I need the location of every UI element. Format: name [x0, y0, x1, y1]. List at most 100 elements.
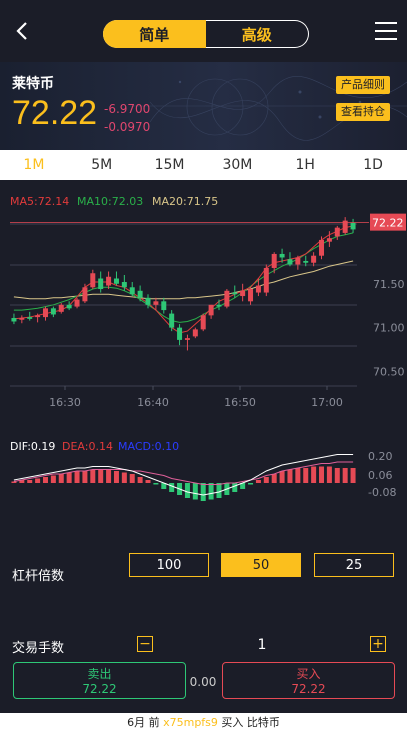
candle: [216, 299, 222, 311]
candle: [113, 271, 119, 286]
timeframe-tab-5m[interactable]: 5M: [91, 157, 113, 173]
macd-legend: MACD:0.10: [118, 440, 180, 453]
ma20-legend: MA20:71.75: [152, 195, 219, 208]
buy-button[interactable]: 买入 72.22: [222, 662, 395, 699]
candle-body: [248, 289, 254, 302]
macd-bar: [50, 475, 56, 483]
timeframe-tab-30m[interactable]: 30M: [222, 157, 253, 173]
candle-body: [255, 285, 261, 293]
timeframe-tabs: 1M 5M 15M 30M 1H 1D: [0, 150, 407, 180]
candle-body: [334, 227, 340, 237]
macd-bar: [184, 483, 190, 498]
candle: [208, 304, 214, 319]
macd-bar: [255, 480, 261, 483]
price-change-percent: -0.0970: [104, 120, 151, 134]
macd-bar: [169, 483, 175, 492]
timeframe-tab-1h[interactable]: 1H: [295, 157, 315, 173]
x-tick-label: 17:00: [311, 396, 343, 409]
macd-bar: [27, 480, 33, 483]
candle: [35, 313, 41, 323]
macd-bar: [271, 474, 277, 483]
candle-body: [240, 290, 246, 297]
macd-bar: [216, 483, 222, 498]
candle: [232, 285, 238, 298]
candle: [177, 324, 183, 346]
leverage-option-25[interactable]: 25: [314, 553, 394, 577]
macd-bar: [208, 483, 214, 500]
view-positions-button[interactable]: 查看持仓: [336, 103, 390, 121]
lots-plus-button[interactable]: +: [370, 636, 386, 652]
product-details-button[interactable]: 产品细则: [336, 76, 390, 94]
candle: [74, 297, 80, 309]
candle: [240, 283, 246, 302]
candle: [263, 264, 269, 297]
candle-body: [11, 317, 17, 322]
candle: [50, 306, 56, 318]
candle-body: [232, 292, 238, 295]
candle: [58, 303, 64, 314]
tab-simple[interactable]: 简单: [103, 20, 206, 48]
candle-body: [311, 255, 317, 263]
macd-bar: [161, 483, 167, 489]
macd-bar: [342, 468, 348, 483]
macd-bar: [129, 474, 135, 483]
ticker-prefix: 6月 前: [127, 716, 164, 729]
back-arrow-icon[interactable]: [10, 18, 36, 44]
tab-advanced[interactable]: 高级: [205, 21, 308, 47]
macd-bar: [240, 483, 246, 489]
candle-body: [82, 287, 88, 302]
current-price: 72.22: [12, 94, 98, 132]
candle: [106, 271, 112, 290]
leverage-option-50[interactable]: 50: [221, 553, 301, 577]
product-name: 莱特币: [12, 76, 54, 92]
candle-body: [121, 282, 127, 288]
candle: [326, 231, 332, 247]
macd-bar: [350, 468, 356, 483]
timeframe-tab-1d[interactable]: 1D: [363, 157, 383, 173]
candle: [42, 306, 48, 321]
candle-body: [27, 317, 33, 319]
macd-bar: [11, 481, 17, 483]
timeframe-tab-15m[interactable]: 15M: [154, 157, 185, 173]
candle: [255, 278, 261, 297]
candle: [248, 287, 254, 305]
sell-button[interactable]: 卖出 72.22: [13, 662, 186, 699]
leverage-option-100[interactable]: 100: [129, 553, 209, 577]
macd-bar: [287, 469, 293, 483]
trade-ticker: 6月 前 x75mpfs9 买入 比特币: [0, 713, 407, 732]
candle: [145, 294, 151, 309]
lots-value[interactable]: 1: [257, 637, 267, 653]
macd-bar: [113, 471, 119, 483]
lots-minus-button[interactable]: −: [137, 636, 153, 652]
candle-body: [350, 222, 356, 230]
ma5-legend: MA5:72.14: [10, 195, 70, 208]
macd-chart[interactable]: 0.20 0.06 -0.08: [0, 448, 407, 518]
macd-bar: [319, 466, 325, 483]
x-tick-label: 16:50: [224, 396, 256, 409]
macd-bar: [248, 483, 254, 485]
candle-body: [263, 267, 269, 293]
price-change-value: -6.9700: [104, 102, 151, 116]
candle-body: [66, 304, 72, 309]
y-tick-label: 71.50: [373, 278, 405, 291]
candle: [98, 271, 104, 293]
candle-body: [153, 301, 159, 305]
candlestick-chart[interactable]: 71.50 71.00 70.50 16:30 16:40 16:50 17:00 72.22: [0, 210, 407, 410]
dif-line: [13, 454, 354, 496]
dif-legend: DIF:0.19: [10, 440, 56, 453]
candle-body: [279, 253, 285, 258]
menu-icon[interactable]: [375, 22, 397, 42]
timeframe-tab-1m[interactable]: 1M: [23, 157, 45, 173]
candle-body: [342, 220, 348, 233]
candle: [11, 313, 17, 325]
macd-bar: [106, 469, 112, 483]
candle: [137, 285, 143, 302]
candle-body: [192, 329, 198, 337]
macd-bar: [121, 472, 127, 483]
macd-bar: [153, 483, 159, 485]
ma10-legend: MA10:72.03: [77, 195, 144, 208]
candle: [303, 255, 309, 267]
candle: [184, 334, 190, 351]
candle-body: [169, 313, 175, 328]
macd-y-tick-label: 0.06: [368, 469, 393, 482]
